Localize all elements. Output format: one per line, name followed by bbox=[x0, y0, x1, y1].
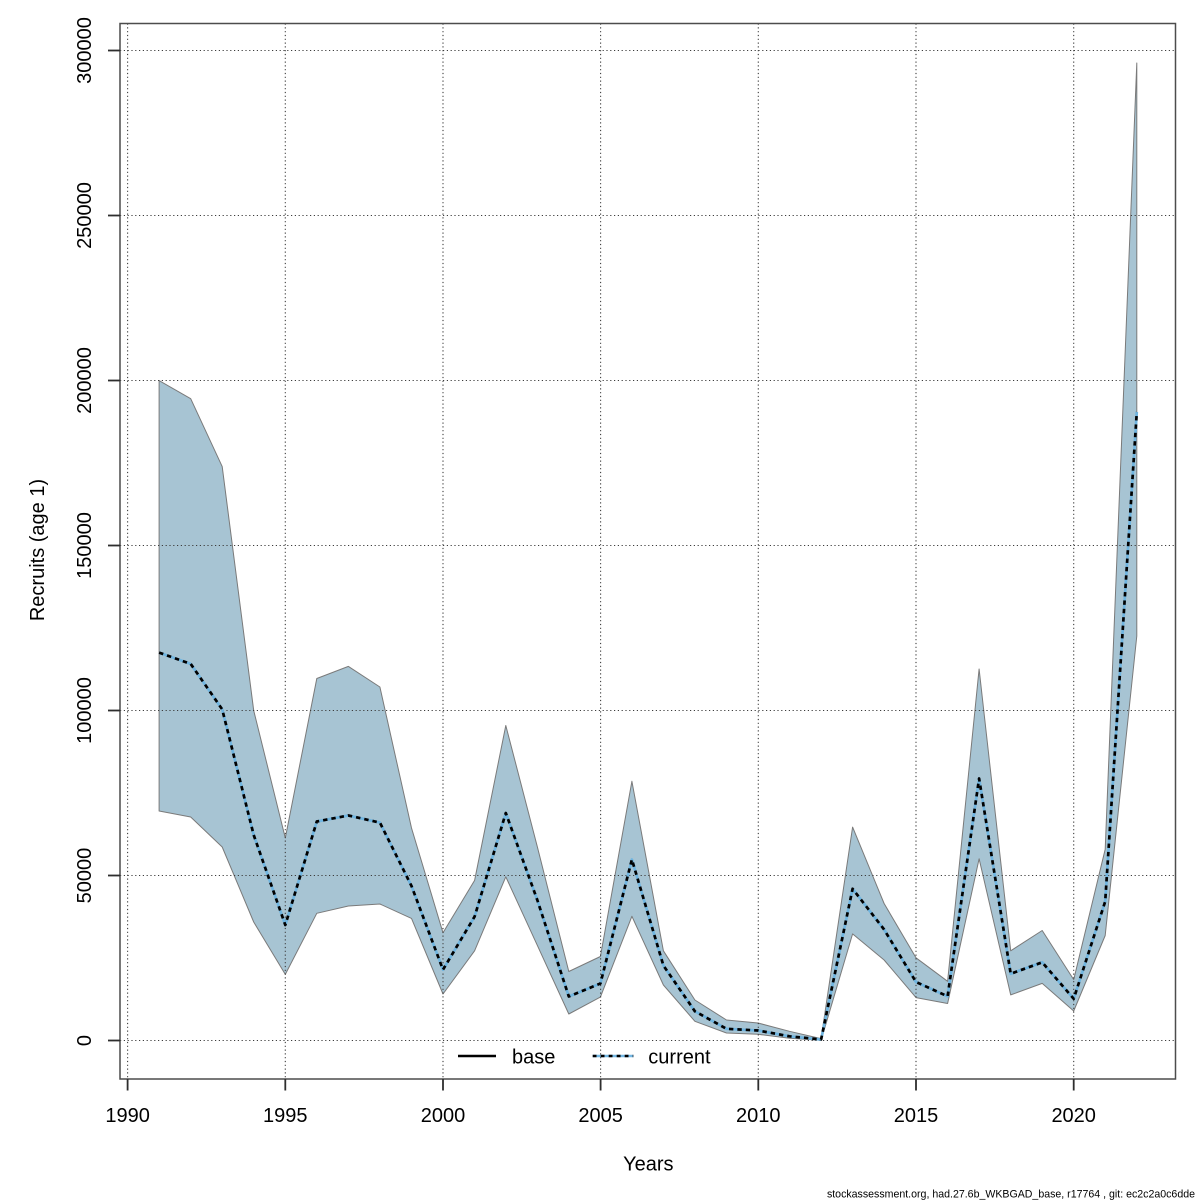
svg-text:current: current bbox=[648, 1046, 711, 1068]
svg-text:2020: 2020 bbox=[1051, 1105, 1096, 1127]
svg-text:0: 0 bbox=[74, 1035, 96, 1046]
svg-text:stockassessment.org, had.27.6b: stockassessment.org, had.27.6b_WKBGAD_ba… bbox=[827, 1189, 1195, 1200]
svg-text:250000: 250000 bbox=[74, 182, 96, 249]
svg-text:50000: 50000 bbox=[74, 848, 96, 904]
svg-text:Recruits (age 1): Recruits (age 1) bbox=[27, 479, 49, 621]
svg-text:100000: 100000 bbox=[74, 677, 96, 744]
svg-text:2010: 2010 bbox=[736, 1105, 781, 1127]
svg-text:150000: 150000 bbox=[74, 512, 96, 579]
svg-text:Years: Years bbox=[623, 1154, 673, 1176]
svg-text:2015: 2015 bbox=[894, 1105, 939, 1127]
svg-text:1995: 1995 bbox=[263, 1105, 308, 1127]
svg-text:2000: 2000 bbox=[421, 1105, 466, 1127]
svg-text:200000: 200000 bbox=[74, 347, 96, 414]
svg-text:1990: 1990 bbox=[105, 1105, 150, 1127]
svg-text:base: base bbox=[512, 1046, 555, 1068]
svg-text:300000: 300000 bbox=[74, 17, 96, 84]
svg-text:2005: 2005 bbox=[578, 1105, 623, 1127]
